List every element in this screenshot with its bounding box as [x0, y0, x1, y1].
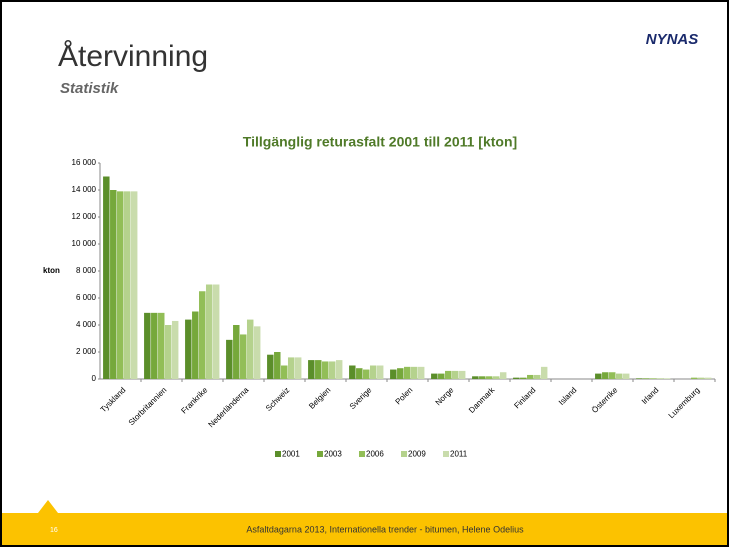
legend-swatch [401, 451, 407, 457]
bar [349, 365, 356, 379]
bar [697, 377, 705, 379]
y-tick-label: 16 000 [72, 158, 97, 167]
bar [151, 312, 158, 379]
y-tick-label: 0 [92, 374, 97, 383]
legend-swatch [443, 451, 449, 457]
bar [369, 365, 377, 379]
bar [650, 378, 657, 379]
bar [609, 372, 616, 379]
bar [595, 373, 602, 379]
bar [103, 176, 110, 379]
bar [117, 191, 124, 379]
bar [513, 377, 520, 379]
y-tick-label: 4 000 [76, 320, 97, 329]
bar [602, 372, 609, 379]
bar [158, 312, 165, 379]
bar [376, 365, 384, 379]
footer-text: Asfaltdagarna 2013, Internationella tren… [246, 524, 524, 534]
bar [171, 320, 179, 379]
bar [110, 190, 117, 379]
bar [267, 354, 274, 379]
bar [164, 325, 172, 379]
legend-swatch [275, 451, 281, 457]
bar [704, 377, 712, 379]
bar [520, 377, 527, 379]
bar [663, 378, 671, 379]
y-tick-label: 8 000 [76, 266, 97, 275]
bar [246, 319, 254, 379]
bar [315, 360, 322, 379]
bar [499, 372, 507, 379]
bar [615, 373, 623, 379]
bar [527, 374, 534, 379]
bar [123, 191, 131, 379]
bar [322, 361, 329, 379]
bar [226, 339, 233, 379]
bar [656, 378, 664, 379]
logo: NYNAS [646, 31, 699, 48]
y-axis-label: kton [43, 266, 60, 275]
legend-swatch [359, 451, 365, 457]
bar [287, 357, 295, 379]
bar [240, 334, 247, 379]
bar [233, 325, 240, 379]
bar [445, 370, 452, 379]
bar [540, 366, 548, 379]
bar [274, 352, 281, 379]
bar [356, 368, 363, 379]
bar [130, 191, 138, 379]
bar [622, 373, 630, 379]
bar [533, 374, 541, 379]
bar [451, 370, 459, 379]
chart-title: Tillgänglig returasfalt 2001 till 2011 [… [243, 134, 517, 150]
footer-band [2, 500, 727, 545]
bar [363, 369, 370, 379]
slide-title: Återvinning [58, 40, 208, 73]
bar [410, 366, 418, 379]
bar [328, 361, 336, 379]
bar [199, 291, 206, 379]
bar [397, 368, 404, 379]
y-tick-label: 6 000 [76, 293, 97, 302]
bar [335, 360, 343, 379]
page-number: 16 [50, 527, 58, 534]
y-tick-label: 12 000 [72, 212, 97, 221]
bar [643, 378, 650, 379]
bar [205, 284, 213, 379]
bar [472, 376, 479, 379]
bar [308, 360, 315, 379]
legend-label: 2003 [324, 450, 342, 459]
bar [486, 376, 493, 379]
bar [431, 373, 438, 379]
bar [192, 311, 199, 379]
bar [458, 370, 466, 379]
bar [212, 284, 220, 379]
bar [281, 365, 288, 379]
y-tick-label: 14 000 [72, 185, 97, 194]
bar [390, 369, 397, 379]
bar [438, 373, 445, 379]
legend-label: 2011 [450, 450, 468, 459]
bar [636, 378, 643, 379]
bar [417, 366, 425, 379]
legend-label: 2009 [408, 450, 426, 459]
legend-label: 2001 [282, 450, 300, 459]
y-tick-label: 2 000 [76, 347, 97, 356]
bar [492, 376, 500, 379]
slide-subtitle: Statistik [60, 80, 119, 97]
bar [404, 366, 411, 379]
bar [479, 376, 486, 379]
y-tick-label: 10 000 [72, 239, 97, 248]
bar [294, 357, 302, 379]
bar [691, 377, 698, 379]
bar [144, 312, 151, 379]
legend-swatch [317, 451, 323, 457]
bar [185, 319, 192, 379]
legend-label: 2006 [366, 450, 384, 459]
bar [253, 326, 261, 379]
